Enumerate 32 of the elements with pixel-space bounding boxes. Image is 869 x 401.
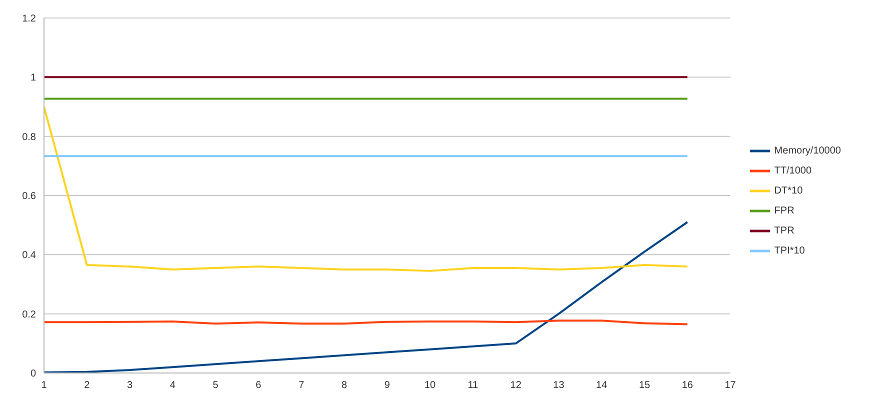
legend-label: TPR — [774, 225, 794, 236]
x-tick-label: 7 — [298, 380, 305, 392]
x-tick-label: 3 — [127, 380, 134, 392]
x-tick-label: 13 — [553, 380, 565, 392]
x-tick-label: 15 — [638, 380, 651, 392]
y-tick-label: 0 — [30, 368, 36, 380]
y-tick-label: 1.2 — [22, 14, 36, 25]
y-tick-label: 0.4 — [22, 250, 36, 262]
x-tick-label: 12 — [510, 380, 522, 392]
legend-label: TPI*10 — [774, 245, 805, 256]
y-tick-label: 0.2 — [22, 309, 36, 320]
legend-label: TT/1000 — [774, 165, 812, 176]
legend-label: FPR — [774, 205, 794, 216]
y-tick-label: 1 — [30, 72, 36, 84]
x-tick-label: 17 — [724, 380, 736, 392]
y-tick-label: 0.8 — [22, 132, 36, 143]
x-tick-label: 16 — [682, 380, 694, 392]
x-tick-label: 4 — [170, 380, 176, 392]
x-tick-label: 6 — [256, 380, 262, 392]
x-tick-label: 1 — [41, 380, 48, 392]
x-tick-label: 5 — [212, 380, 219, 392]
x-tick-label: 11 — [468, 380, 479, 392]
x-tick-label: 9 — [384, 380, 390, 392]
legend-label: DT*10 — [774, 185, 803, 196]
legend-label: Memory/10000 — [774, 145, 841, 156]
x-tick-label: 2 — [84, 380, 90, 392]
line-series — [44, 221, 688, 373]
x-tick-label: 14 — [596, 380, 608, 392]
line-series — [44, 106, 688, 272]
y-tick-label: 0.6 — [22, 191, 36, 202]
x-tick-label: 10 — [424, 380, 436, 392]
x-tick-label: 8 — [341, 380, 348, 392]
